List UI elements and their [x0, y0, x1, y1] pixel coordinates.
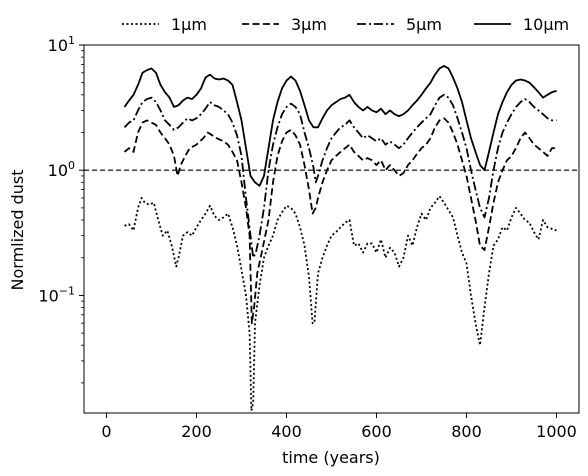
series-layer — [123, 65, 557, 412]
x-tick-label: 0 — [101, 422, 111, 441]
y-tick-label: 100 — [48, 159, 75, 180]
y-tick-label: 101 — [48, 34, 75, 55]
legend: 1µm 3µm 5µm 10µm — [122, 15, 569, 34]
series-line-3 — [123, 65, 557, 187]
legend-label-1: 3µm — [291, 15, 327, 34]
legend-label-2: 5µm — [406, 15, 442, 34]
x-tick-label: 600 — [361, 422, 392, 441]
x-tick-label: 800 — [451, 422, 482, 441]
plot-frame — [83, 44, 580, 414]
series-line-0 — [124, 195, 557, 412]
series-line-1 — [123, 117, 557, 325]
series-line-2 — [123, 93, 557, 259]
y-axis: 101 100 10−1 — [38, 34, 84, 384]
x-tick-label: 200 — [181, 422, 212, 441]
legend-label-0: 1µm — [171, 15, 207, 34]
x-axis-label: time (years) — [282, 448, 380, 467]
y-tick-label: 10−1 — [38, 284, 75, 305]
legend-label-3: 10µm — [523, 15, 569, 34]
x-axis: 0 200 400 600 800 1000 — [101, 413, 577, 441]
y-axis-label: Normlized dust — [8, 170, 27, 291]
x-tick-label: 400 — [271, 422, 302, 441]
x-tick-label: 1000 — [536, 422, 577, 441]
